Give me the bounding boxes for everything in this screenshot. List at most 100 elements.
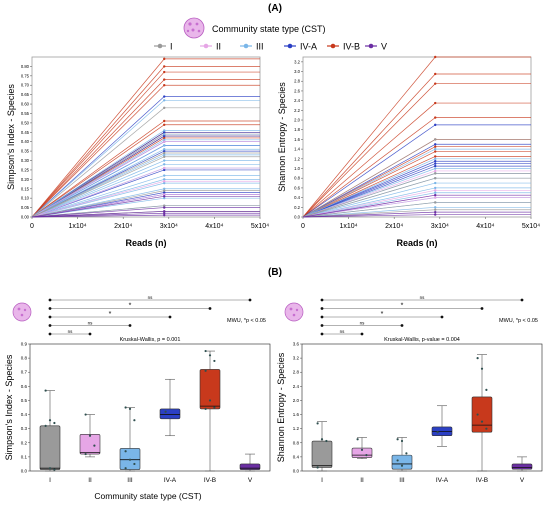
rarefaction-point [434,157,437,161]
rarefaction-curve [302,187,436,218]
legend-swatch-dot [203,43,209,49]
rarefaction-point [163,155,166,158]
y-tick-label: 0.2 [294,205,300,210]
boxplot-shannon-chart: ns * * ns ns MWU, *p < 0.05 Kruskal-Wallis, p-… [276,295,543,484]
rarefaction-point [163,138,166,142]
comparison-end-dot [88,332,92,336]
comparison-label: * [109,311,112,318]
box-data-point [88,434,92,437]
legend: Community state type (CST) I II III IV-A IV-… [154,17,387,52]
plot-frame [301,343,543,472]
microbiome-icon [284,302,304,322]
legend-item-label: I [170,42,173,52]
y-tick-label: 0.45 [21,130,30,135]
rarefaction-point [163,119,166,123]
rarefaction-curve [31,133,165,218]
box-data-point [124,450,127,453]
mwu-note: MWU, *p < 0.05 [227,318,266,324]
rarefaction-point [163,210,166,213]
comparison-end-dot [320,324,324,327]
comparison-end-dot [320,332,324,336]
rarefaction-point [163,153,166,157]
rarefaction-point [163,206,166,209]
rarefaction-curve [302,165,436,218]
rarefaction-point [434,177,437,180]
legend-title: Community state type (CST) [212,24,326,34]
y-tick-label: 0.9 [21,342,28,347]
box-iqr [159,408,181,420]
rarefaction-point [434,213,437,216]
rarefaction-point [163,163,166,166]
x-tick-label: 3x10⁴ [431,223,449,230]
rarefaction-point [163,84,166,87]
y-axis-label: Shannon Entropy - Species [277,82,287,192]
y-tick-label: 2.4 [293,384,300,389]
comparison-end-dot [168,315,172,319]
x-tick-label: III [399,477,405,484]
rarefaction-point [163,178,166,181]
rarefaction-point [163,129,166,132]
rarefaction-point [434,167,437,170]
y-tick-label: 0.65 [21,92,30,97]
box-data-point [360,448,364,451]
box-data-point [213,406,216,409]
rarefaction-curve [302,73,436,218]
rarefaction-curve [302,83,436,218]
rarefaction-curve [31,100,165,218]
icon-cell [12,302,32,322]
rarefaction-point [434,138,437,141]
x-tick-label: 2x10⁴ [114,223,132,230]
y-tick-label: 2.0 [294,118,300,123]
comparison-end-dot [320,298,324,302]
comparison-label: ns [148,295,154,300]
x-tick-label: II [360,477,364,484]
comparison-end-dot [128,324,132,327]
rarefaction-curve [302,177,436,218]
x-tick-label: 1x10⁴ [69,223,87,230]
rarefaction-point [163,195,166,198]
legend-swatch-dot [368,43,374,49]
mwu-note: MWU, *p < 0.05 [499,318,538,324]
comparison-end-dot [520,298,524,302]
y-tick-label: 3.6 [293,342,300,347]
y-tick-label: 0.4 [294,195,300,200]
y-tick-label: 0.40 [21,139,30,144]
rarefaction-curve [302,189,436,218]
y-tick-label: 1.8 [294,127,300,132]
rarefaction-curve [302,158,436,218]
plot-frame [29,343,271,472]
rarefaction-point [163,187,166,190]
x-tick-label: III [127,477,133,484]
rarefaction-curve [31,148,165,218]
box-data-point [436,431,439,434]
rarefaction-curve [302,160,436,218]
icon-cell [284,302,304,322]
x-tick-label: IV-B [476,477,488,484]
y-axis-label: Simpson's Index - Species [4,354,14,460]
comparison-end-dot [360,332,364,336]
icon-dot [23,308,27,312]
rarefaction-point [434,189,437,192]
rarefaction-point [163,212,166,215]
comparison-end-dot [208,307,212,310]
box-data-point [325,439,328,443]
y-tick-label: 0.0 [21,469,28,474]
rarefaction-point [163,193,166,196]
box-data-point [133,419,136,422]
box-data-point [53,468,56,471]
rarefaction-point [163,196,166,200]
rarefaction-point [434,162,437,165]
box-data-point [485,427,488,430]
microbiome-icon [12,302,32,322]
rarefaction-curve [31,167,165,218]
x-tick-label: IV-A [164,477,177,484]
rarefaction-curve [302,151,436,218]
rarefaction-point [163,159,166,162]
rarefaction-shannon-chart: 0.0 0.2 0.4 0.6 0.8 1.0 1.2 1.4 1.6 1.8 2.0 2.2 2.4 2… [277,55,540,248]
rarefaction-point [163,174,166,177]
box-iqr [471,396,493,433]
y-tick-label: 1.2 [294,156,300,161]
rarefaction-point [434,186,437,190]
rarefaction-curve [31,120,165,218]
legend-swatch-dot [287,43,293,49]
